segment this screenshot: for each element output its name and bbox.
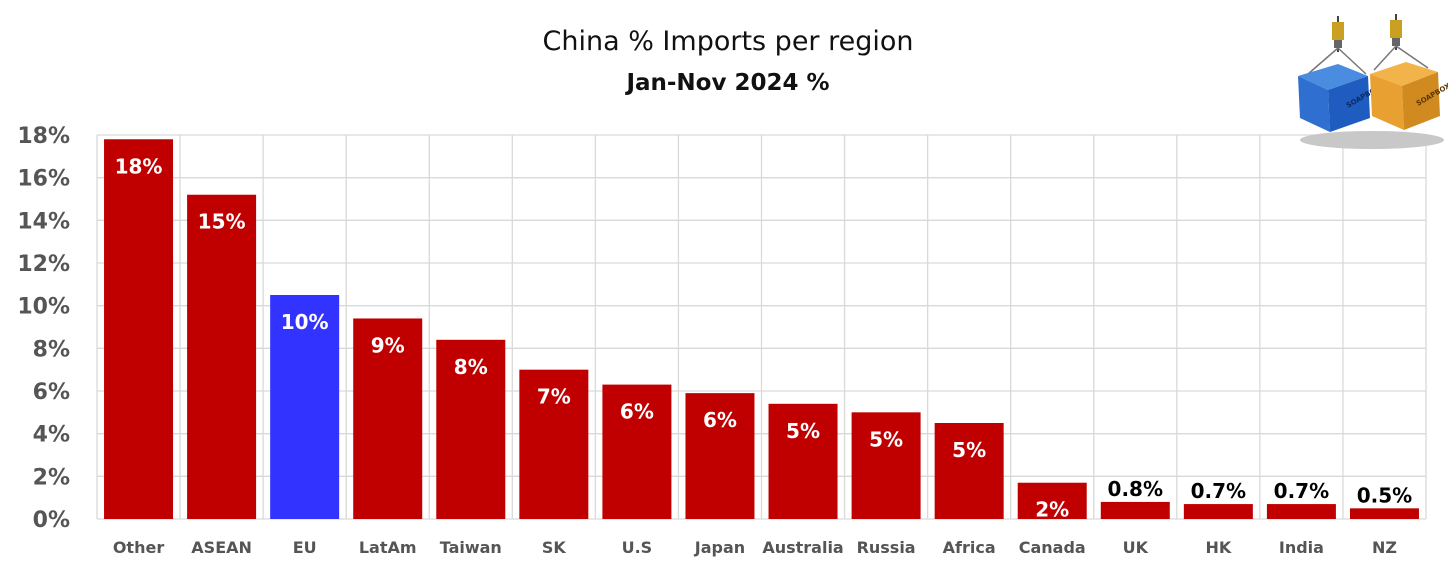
data-label: 8% [454, 355, 488, 379]
x-tick-label: Africa [943, 538, 996, 557]
data-label: 18% [115, 154, 163, 178]
data-label: 5% [869, 427, 903, 451]
x-tick-label: Canada [1019, 538, 1086, 557]
x-tick-label: Other [113, 538, 164, 557]
x-tick-label: NZ [1372, 538, 1397, 557]
x-tick-label: India [1279, 538, 1324, 557]
x-tick-label: Taiwan [440, 538, 502, 557]
y-tick-label: 14% [17, 209, 70, 234]
data-label: 0.5% [1357, 483, 1412, 507]
y-tick-label: 12% [17, 252, 70, 277]
y-tick-label: 2% [33, 465, 70, 490]
y-tick-label: 6% [33, 380, 70, 405]
shipping-containers-logo-icon: SOAPBOX SOAPBOX [1298, 14, 1448, 149]
data-label: 2% [1035, 498, 1069, 522]
bar-eu [270, 295, 340, 519]
bar-u-s [602, 384, 672, 519]
bar-asean [187, 194, 257, 519]
data-label: 0.7% [1274, 479, 1329, 503]
bar-latam [353, 318, 423, 519]
y-tick-label: 10% [17, 295, 70, 320]
y-tick-label: 0% [33, 508, 70, 533]
bar-africa [934, 423, 1004, 519]
bar-nz [1349, 508, 1419, 519]
data-label: 0.7% [1191, 479, 1246, 503]
bar-taiwan [436, 339, 506, 519]
x-tick-label: SK [542, 538, 567, 557]
x-tick-label: ASEAN [191, 538, 252, 557]
chart-title: China % Imports per region [542, 26, 914, 57]
bar-japan [685, 393, 755, 519]
x-tick-label: LatAm [359, 538, 417, 557]
x-tick-label: U.S [622, 538, 653, 557]
y-tick-label: 18% [17, 124, 70, 149]
bar-canada [1017, 482, 1087, 519]
y-tick-label: 8% [33, 337, 70, 362]
bar-australia [768, 403, 838, 519]
x-tick-label: Australia [762, 538, 843, 557]
data-label: 6% [620, 400, 654, 424]
x-tick-label: HK [1205, 538, 1231, 557]
data-label: 7% [537, 385, 571, 409]
data-label: 5% [952, 438, 986, 462]
bar-sk [519, 369, 589, 519]
data-label: 6% [703, 408, 737, 432]
data-label: 0.8% [1108, 477, 1163, 501]
y-tick-label: 16% [17, 167, 70, 192]
x-tick-label: UK [1123, 538, 1149, 557]
bar-other [104, 139, 174, 519]
y-tick-label: 4% [33, 423, 70, 448]
data-label: 15% [198, 210, 246, 234]
data-label: 10% [281, 310, 329, 334]
x-tick-label: Japan [694, 538, 745, 557]
bar-india [1266, 504, 1336, 519]
bar-russia [851, 412, 921, 519]
bar-hk [1183, 504, 1253, 519]
chart-subtitle: Jan-Nov 2024 % [626, 70, 830, 96]
data-label: 9% [371, 333, 405, 357]
x-tick-label: EU [293, 538, 317, 557]
bar-uk [1100, 501, 1170, 519]
data-label: 5% [786, 419, 820, 443]
x-tick-label: Russia [857, 538, 916, 557]
